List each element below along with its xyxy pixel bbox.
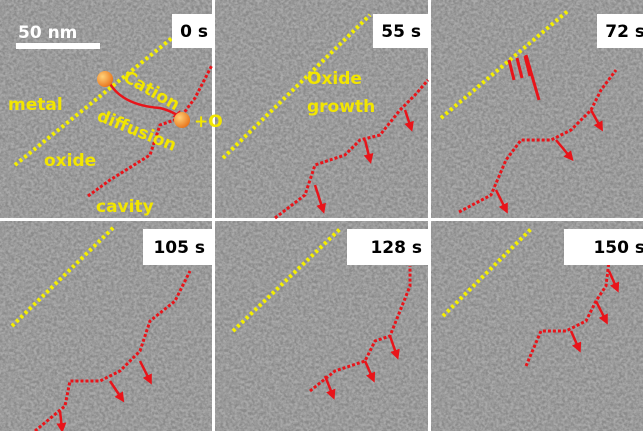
label-oxide: oxide — [44, 151, 96, 171]
label-growth: growth — [307, 97, 375, 117]
time-label: 105 s — [153, 238, 205, 258]
cation — [97, 71, 113, 87]
oxygen — [174, 112, 190, 128]
scale-bar — [16, 43, 100, 49]
time-label: 150 s — [593, 238, 643, 258]
time-label: 55 s — [381, 22, 421, 42]
time-label: 72 s — [605, 22, 643, 42]
label-oxide: Oxide — [307, 69, 362, 89]
label-metal: metal — [8, 95, 63, 115]
time-label: 128 s — [370, 238, 422, 258]
label-cavity: cavity — [96, 197, 154, 217]
label-oxygen: +O — [194, 112, 223, 132]
scale-label: 50 nm — [18, 23, 77, 43]
figure: 50 nm metal oxide cavity Cation diffusio… — [0, 0, 643, 431]
time-label: 0 s — [180, 22, 208, 42]
